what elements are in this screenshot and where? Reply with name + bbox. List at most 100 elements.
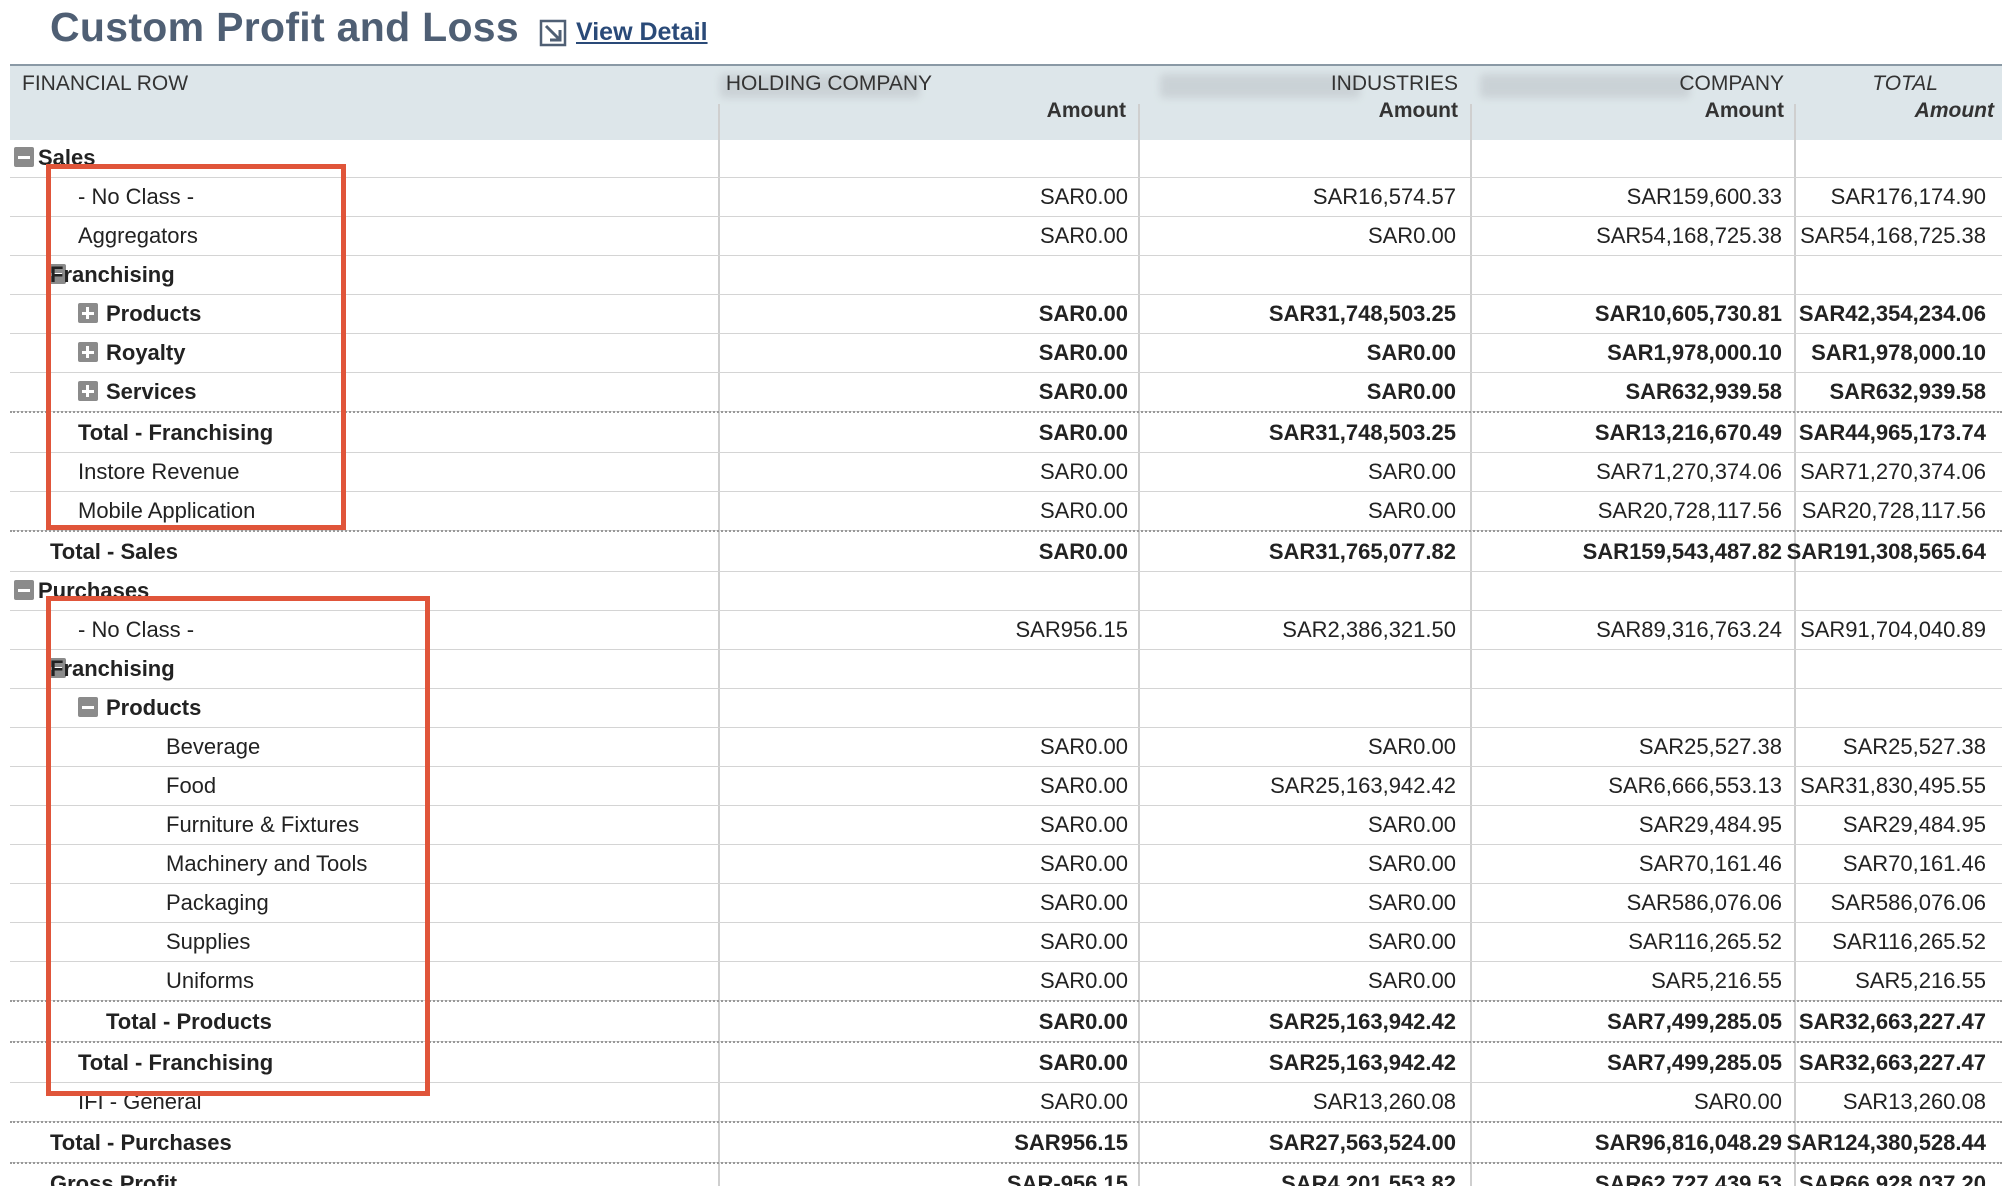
amount-cell[interactable]: SAR44,965,173.74 <box>1798 420 1986 445</box>
amount-cell[interactable]: SAR0.00 <box>1366 379 1456 404</box>
amount-cell[interactable]: SAR31,765,077.82 <box>1268 539 1456 564</box>
amount-cell[interactable]: SAR89,316,763.24 <box>1596 617 1782 642</box>
amount-cell[interactable]: SAR70,161.46 <box>1638 851 1782 876</box>
amount-cell[interactable]: SAR70,161.46 <box>1842 851 1986 876</box>
amount-cell[interactable]: SAR71,270,374.06 <box>1800 459 1986 484</box>
collapse-icon[interactable] <box>78 697 98 717</box>
amount-cell[interactable]: SAR13,216,670.49 <box>1594 420 1782 445</box>
collapse-icon[interactable] <box>14 147 34 167</box>
amount-cell[interactable]: SAR20,728,117.56 <box>1801 498 1986 523</box>
table-row[interactable]: Sales <box>10 138 2002 178</box>
amount-cell[interactable]: SAR0.00 <box>1038 539 1128 564</box>
amount-cell[interactable]: SAR0.00 <box>1038 301 1128 326</box>
amount-cell[interactable]: SAR0.00 <box>1039 890 1128 915</box>
amount-cell[interactable]: SAR0.00 <box>1038 420 1128 445</box>
column-header-holding[interactable]: HOLDING COMPANY <box>725 72 932 95</box>
amount-cell[interactable]: SAR20,728,117.56 <box>1597 498 1782 523</box>
table-row[interactable]: Franchising <box>10 255 2002 295</box>
amount-cell[interactable]: SAR116,265.52 <box>1832 929 1986 954</box>
amount-cell[interactable]: SAR29,484.95 <box>1638 812 1782 837</box>
view-detail-link[interactable]: View Detail <box>538 14 708 50</box>
amount-cell[interactable]: SAR0.00 <box>1367 929 1456 954</box>
amount-cell[interactable]: SAR1,978,000.10 <box>1811 340 1986 365</box>
amount-cell[interactable]: SAR54,168,725.38 <box>1596 223 1782 248</box>
table-row[interactable]: Franchising <box>10 649 2002 689</box>
amount-cell[interactable]: SAR-956.15 <box>1006 1171 1128 1186</box>
amount-cell[interactable]: SAR62,727,439.53 <box>1594 1171 1782 1186</box>
amount-cell[interactable]: SAR0.00 <box>1039 184 1128 209</box>
column-header-industries[interactable]: INDUSTRIES <box>1330 72 1458 95</box>
expand-icon[interactable] <box>78 381 98 401</box>
amount-cell[interactable]: SAR25,527.38 <box>1638 734 1782 759</box>
amount-cell[interactable]: SAR71,270,374.06 <box>1596 459 1782 484</box>
amount-cell[interactable]: SAR5,216.55 <box>1651 968 1782 993</box>
amount-cell[interactable]: SAR16,574.57 <box>1312 184 1456 209</box>
amount-cell[interactable]: SAR31,748,503.25 <box>1268 420 1456 445</box>
amount-cell[interactable]: SAR632,939.58 <box>1625 379 1782 404</box>
amount-cell[interactable]: SAR0.00 <box>1038 379 1128 404</box>
amount-cell[interactable]: SAR0.00 <box>1039 968 1128 993</box>
amount-cell[interactable]: SAR0.00 <box>1039 498 1128 523</box>
amount-cell[interactable]: SAR0.00 <box>1038 340 1128 365</box>
amount-cell[interactable]: SAR0.00 <box>1367 890 1456 915</box>
amount-cell[interactable]: SAR0.00 <box>1038 1050 1128 1075</box>
expand-icon[interactable] <box>78 342 98 362</box>
amount-cell[interactable]: SAR0.00 <box>1367 498 1456 523</box>
amount-cell[interactable]: SAR31,830,495.55 <box>1800 773 1986 798</box>
amount-cell[interactable]: SAR0.00 <box>1367 223 1456 248</box>
amount-cell[interactable]: SAR0.00 <box>1367 734 1456 759</box>
amount-cell[interactable]: SAR42,354,234.06 <box>1798 301 1986 326</box>
amount-cell[interactable]: SAR0.00 <box>1367 851 1456 876</box>
amount-cell[interactable]: SAR4,201,553.82 <box>1281 1171 1456 1186</box>
amount-cell[interactable]: SAR6,666,553.13 <box>1608 773 1782 798</box>
amount-cell[interactable]: SAR2,386,321.50 <box>1282 617 1456 642</box>
amount-cell[interactable]: SAR66,928,037.20 <box>1798 1171 1986 1186</box>
table-row[interactable]: Products <box>10 688 2002 728</box>
amount-cell[interactable]: SAR0.00 <box>1039 223 1128 248</box>
table-row[interactable]: Services SAR0.00 SAR0.00 SAR632,939.58 SAR63… <box>10 372 2002 412</box>
amount-cell[interactable]: SAR0.00 <box>1367 459 1456 484</box>
amount-cell[interactable]: SAR0.00 <box>1039 459 1128 484</box>
expand-icon[interactable] <box>78 303 98 323</box>
table-row[interactable]: Purchases <box>10 571 2002 611</box>
collapse-icon[interactable] <box>46 264 66 284</box>
amount-cell[interactable]: SAR1,978,000.10 <box>1607 340 1782 365</box>
amount-cell[interactable]: SAR159,543,487.82 <box>1582 539 1782 564</box>
amount-cell[interactable]: SAR32,663,227.47 <box>1798 1009 1986 1034</box>
amount-cell[interactable]: SAR191,308,565.64 <box>1786 539 1986 564</box>
amount-cell[interactable]: SAR91,704,040.89 <box>1800 617 1986 642</box>
amount-cell[interactable]: SAR7,499,285.05 <box>1607 1009 1782 1034</box>
amount-cell[interactable]: SAR25,163,942.42 <box>1268 1050 1456 1075</box>
amount-cell[interactable]: SAR159,600.33 <box>1626 184 1782 209</box>
table-row[interactable]: Products SAR0.00 SAR31,748,503.25 SAR10,605… <box>10 294 2002 334</box>
amount-cell[interactable]: SAR25,163,942.42 <box>1268 1009 1456 1034</box>
amount-cell[interactable]: SAR13,260.08 <box>1842 1089 1986 1114</box>
amount-cell[interactable]: SAR7,499,285.05 <box>1607 1050 1782 1075</box>
amount-cell[interactable]: SAR0.00 <box>1039 929 1128 954</box>
amount-cell[interactable]: SAR0.00 <box>1039 734 1128 759</box>
amount-cell[interactable]: SAR5,216.55 <box>1855 968 1986 993</box>
amount-cell[interactable]: SAR586,076.06 <box>1626 890 1782 915</box>
column-header-company[interactable]: COMPANY <box>1679 72 1784 95</box>
amount-cell[interactable]: SAR10,605,730.81 <box>1594 301 1782 326</box>
collapse-icon[interactable] <box>46 658 66 678</box>
amount-cell[interactable]: SAR32,663,227.47 <box>1798 1050 1986 1075</box>
amount-cell[interactable]: SAR0.00 <box>1039 851 1128 876</box>
amount-cell[interactable]: SAR632,939.58 <box>1829 379 1986 404</box>
collapse-icon[interactable] <box>14 580 34 600</box>
amount-cell[interactable]: SAR124,380,528.44 <box>1786 1130 1986 1155</box>
amount-cell[interactable]: SAR0.00 <box>1367 968 1456 993</box>
amount-cell[interactable]: SAR0.00 <box>1039 812 1128 837</box>
amount-cell[interactable]: SAR31,748,503.25 <box>1268 301 1456 326</box>
amount-cell[interactable]: SAR956.15 <box>1014 1130 1128 1155</box>
amount-cell[interactable]: SAR0.00 <box>1366 340 1456 365</box>
amount-cell[interactable]: SAR27,563,524.00 <box>1268 1130 1456 1155</box>
amount-cell[interactable]: SAR54,168,725.38 <box>1800 223 1986 248</box>
amount-cell[interactable]: SAR0.00 <box>1039 1089 1128 1114</box>
amount-cell[interactable]: SAR13,260.08 <box>1312 1089 1456 1114</box>
column-header-total[interactable]: TOTAL <box>1872 72 1938 95</box>
amount-cell[interactable]: SAR0.00 <box>1367 812 1456 837</box>
table-row[interactable]: Royalty SAR0.00 SAR0.00 SAR1,978,000.10 SAR1… <box>10 333 2002 373</box>
amount-cell[interactable]: SAR25,527.38 <box>1842 734 1986 759</box>
amount-cell[interactable]: SAR29,484.95 <box>1842 812 1986 837</box>
